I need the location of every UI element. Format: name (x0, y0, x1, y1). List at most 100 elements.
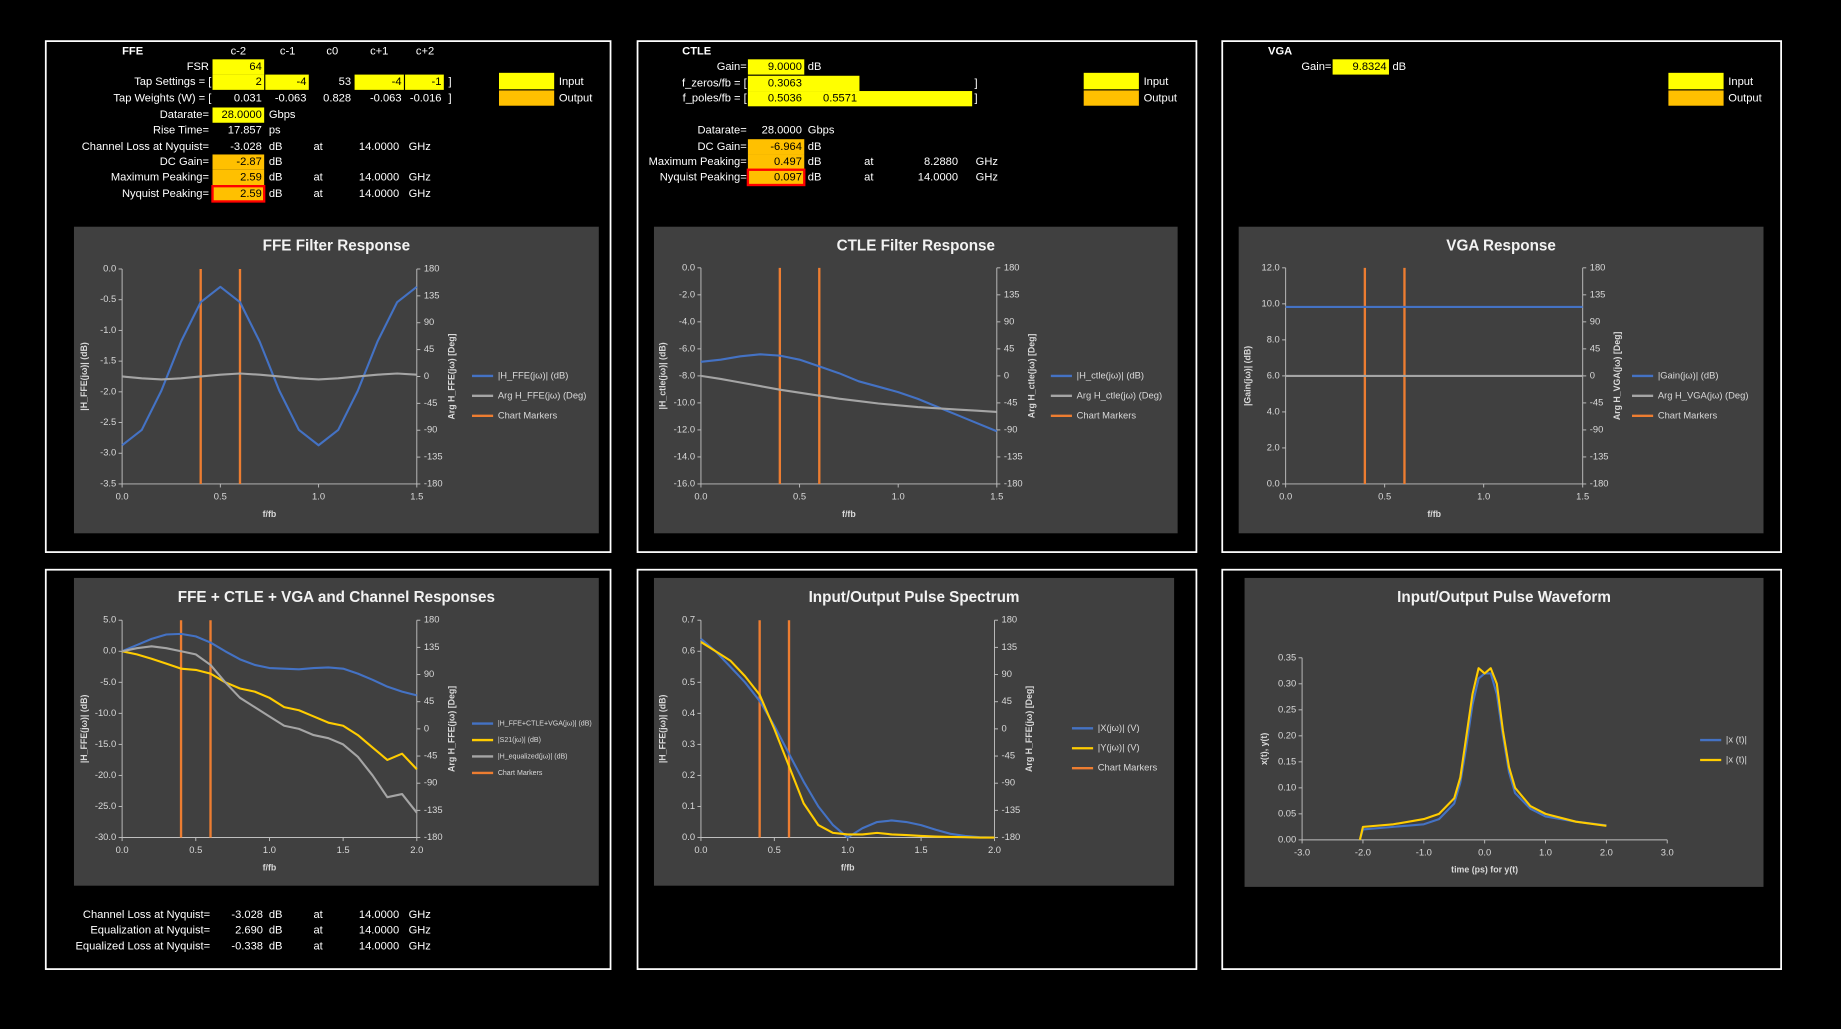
cell-value: -1 (432, 76, 442, 88)
unit: dB (808, 171, 822, 183)
y2-tick-label: 90 (424, 316, 434, 327)
cell-value: 2 (256, 76, 262, 88)
frequency: 14.0000 (918, 171, 958, 183)
y-tick-label: -30.0 (95, 831, 116, 842)
series-line (121, 285, 418, 447)
legend-label: |S21(jω)| (dB) (498, 737, 541, 744)
row-label: Channel Loss at Nyquist= (82, 141, 209, 153)
y2-tick-label: -135 (1590, 450, 1609, 461)
cell-value: -2.87 (236, 156, 261, 168)
legend-swatch (498, 90, 555, 106)
column-header: c-2 (231, 46, 246, 58)
at-label: at (313, 171, 323, 183)
unit: dB (808, 141, 822, 153)
legend-label: |x (t)| (1726, 753, 1747, 764)
unit: GHz (409, 924, 432, 936)
y2-tick-label: 45 (1590, 342, 1600, 353)
legend-label: Output (1144, 93, 1178, 105)
panel-frame (636, 40, 1198, 553)
y2-tick-label: 135 (1004, 288, 1020, 299)
legend-label: Arg H_VGA(jω) (Deg) (1658, 389, 1749, 400)
x-tick-label: 0.5 (214, 490, 227, 501)
x-tick-label: 0.0 (1478, 846, 1491, 857)
unit: GHz (409, 141, 432, 153)
y-tick-label: 0.10 (1278, 781, 1296, 792)
bracket: ] (975, 93, 978, 105)
cell (746, 168, 806, 187)
cell (1332, 59, 1389, 75)
cell-value: 64 (249, 61, 261, 73)
x-tick-label: 0.0 (694, 844, 707, 855)
column-header: c0 (326, 46, 338, 58)
panel-frames (44, 40, 1783, 970)
y-tick-label: 0.7 (682, 614, 695, 625)
series-line (700, 353, 998, 433)
cell (747, 59, 805, 75)
at-label: at (313, 941, 323, 953)
unit: dB (269, 156, 283, 168)
frequency: 14.0000 (359, 909, 399, 921)
x-tick-label: 1.5 (337, 844, 350, 855)
cell-value: 0.5036 (768, 93, 802, 105)
cell-value: 0.497 (774, 156, 802, 168)
x-tick-label: 1.0 (1539, 846, 1552, 857)
bracket: ] (449, 93, 452, 105)
cell (212, 74, 265, 90)
series-line (122, 372, 417, 381)
legend-label: Input (1728, 76, 1754, 88)
x-tick-label: 2.0 (988, 844, 1001, 855)
x-tick-label: 1.0 (263, 844, 276, 855)
panel-title: CTLE (682, 46, 711, 58)
row-label: FSR (187, 61, 209, 73)
y2-tick-label: -45 (424, 750, 438, 761)
y-tick-label: 0.5 (682, 676, 695, 687)
cell (211, 185, 266, 203)
cell-value: -4 (392, 76, 402, 88)
x-tick-label: 0.5 (768, 844, 781, 855)
cell-value: 0.828 (323, 93, 351, 105)
y-tick-label: 5.0 (103, 614, 116, 625)
unit: dB (269, 171, 283, 183)
y-tick-label: -8.0 (679, 369, 695, 380)
x-tick-label: 0.0 (694, 490, 707, 501)
unit: GHz (409, 909, 432, 921)
series-line (700, 638, 995, 839)
x-tick-label: 0.5 (793, 490, 806, 501)
y-tick-label: -5.0 (100, 676, 116, 687)
y2-tick-label: 135 (424, 289, 440, 300)
x-tick-label: 0.0 (116, 844, 129, 855)
y2-tick-label: 0 (1004, 369, 1009, 380)
y-tick-label: -15.0 (95, 738, 116, 749)
y-tick-label: 0.0 (1267, 477, 1280, 488)
cell-value: -0.016 (410, 93, 442, 105)
y-tick-label: 0.0 (682, 831, 695, 842)
legend-label: Chart Markers (498, 409, 558, 420)
x-tick-label: 1.5 (410, 490, 423, 501)
x-axis-title: f/fb (842, 509, 856, 519)
cell (212, 59, 265, 75)
y2-tick-label: -180 (1004, 477, 1023, 488)
series-line (121, 632, 418, 697)
y2-tick-label: 0 (424, 722, 429, 733)
legend-label: Chart Markers (1658, 409, 1718, 420)
row-label: Tap Settings = [ (134, 76, 212, 88)
unit: GHz (409, 188, 432, 200)
series-line (121, 650, 418, 770)
bracket: ] (975, 77, 978, 89)
cell-value: -3.028 (230, 141, 262, 153)
y2-tick-label: 180 (1590, 261, 1606, 272)
y2-tick-label: -45 (1004, 396, 1018, 407)
y2-tick-label: 90 (1590, 315, 1600, 326)
at-label: at (864, 171, 874, 183)
y2-tick-label: 90 (1002, 668, 1012, 679)
y2-tick-label: -135 (424, 804, 443, 815)
cell-value: -4 (297, 76, 307, 88)
y-tick-label: -0.5 (100, 293, 116, 304)
cell (405, 74, 444, 90)
y-tick-label: -3.0 (100, 447, 116, 458)
cell-value: 53 (339, 76, 351, 88)
unit: dB (808, 156, 822, 168)
row-label: Maximum Peaking= (649, 156, 747, 168)
cell-value: 2.59 (240, 171, 262, 183)
at-label: at (313, 924, 323, 936)
